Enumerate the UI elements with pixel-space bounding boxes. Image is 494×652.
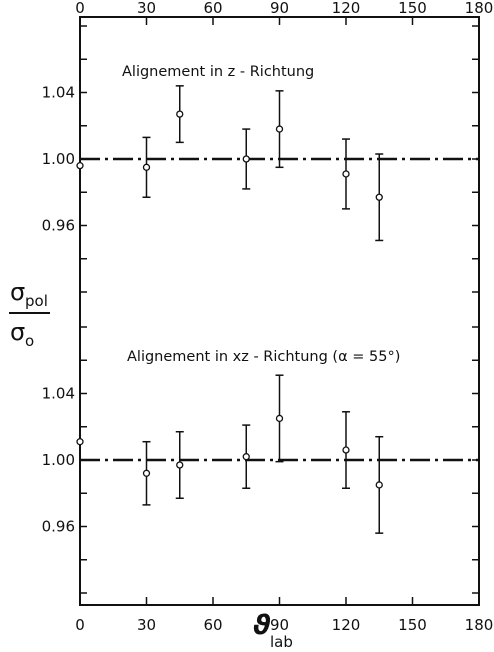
data-point-bottom: [142, 469, 151, 477]
data-point-top: [176, 110, 184, 118]
x-tick-label-bottom: 180: [465, 616, 494, 634]
data-point-top: [275, 125, 284, 133]
data-point-bottom: [342, 446, 350, 454]
panel-title-top: Alignement in z - Richtung: [122, 64, 314, 80]
data-point-top: [76, 161, 84, 170]
tick-labels: 0 0 30 30 60 60 90 90 120 120 150 150 180 180 0.96 1.00…: [42, 0, 494, 634]
x-tick-label-bottom: 60: [203, 616, 222, 634]
x-axis-label: ϑ lab: [253, 610, 293, 651]
y-label-numerator: σ: [10, 278, 25, 306]
y-label-denominator-sub: o: [25, 332, 34, 350]
y-tick-label: 1.04: [42, 84, 75, 102]
y-tick-label: 0.96: [42, 518, 75, 536]
data-point-bottom: [176, 461, 184, 469]
x-label-sub: lab: [270, 633, 293, 651]
x-tick-label-bottom: 30: [137, 616, 156, 634]
data-point-top: [342, 170, 350, 178]
x-label-symbol: ϑ: [253, 610, 271, 641]
panel-title-bottom: Alignement in xz - Richtung (α = 55°): [127, 349, 400, 365]
y-tick-label: 0.96: [42, 217, 75, 235]
y-tick-label: 1.00: [42, 451, 75, 469]
y-axis-label: σ pol σ o: [9, 278, 50, 350]
x-tick-label-bottom: 150: [398, 616, 427, 634]
y-tick-label: 1.00: [42, 150, 75, 168]
y-tick-label: 1.04: [42, 385, 75, 403]
x-tick-label-bottom: 90: [270, 616, 289, 634]
data-point-bottom: [76, 438, 84, 446]
x-tick-label-top: 120: [332, 0, 361, 17]
data-point-bottom: [375, 481, 383, 489]
x-tick-label-top: 30: [137, 0, 156, 17]
x-tick-label-top: 150: [398, 0, 427, 17]
y-label-numerator-sub: pol: [25, 292, 48, 310]
data-point-bottom: [275, 414, 284, 423]
data-points: [76, 85, 384, 534]
data-point-top: [242, 155, 250, 163]
x-tick-label-top: 0: [75, 0, 85, 17]
data-point-top: [375, 193, 383, 201]
y-label-denominator: σ: [10, 318, 25, 346]
x-tick-label-bottom: 120: [332, 616, 361, 634]
x-tick-label-bottom: 0: [75, 616, 85, 634]
data-point-bottom: [242, 453, 250, 461]
x-tick-label-top: 90: [270, 0, 289, 17]
data-point-top: [142, 163, 151, 171]
x-tick-label-top: 60: [203, 0, 222, 17]
x-tick-label-top: 180: [465, 0, 494, 17]
